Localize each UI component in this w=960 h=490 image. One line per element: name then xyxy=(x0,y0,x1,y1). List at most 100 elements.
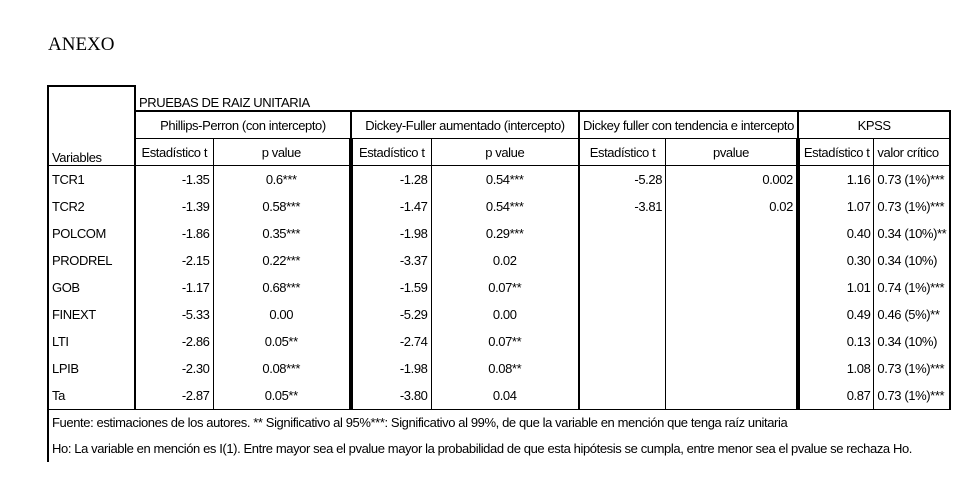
cell-df-pvalue: 0.00 xyxy=(430,301,579,328)
header-pp-pvalue: p value xyxy=(212,138,351,166)
cell-df-pvalue: 0.07** xyxy=(430,274,579,301)
cell-pp-stat: -1.39 xyxy=(181,199,210,214)
cell-df-pvalue: 0.54*** xyxy=(430,193,579,220)
cell-df-pvalue: 0.08** xyxy=(430,355,579,382)
cell-kpss-stat: 1.16 xyxy=(795,165,874,193)
cell-kpss-stat: 0.30 xyxy=(795,247,874,274)
cell-pp-stat: -2.15 xyxy=(181,253,210,268)
table-title: PRUEBAS DE RAIZ UNITARIA xyxy=(135,86,951,112)
cell-dft-stat xyxy=(578,328,666,355)
cell-dft-stat xyxy=(578,274,666,301)
cell-pp-pvalue: 0.22*** xyxy=(212,247,351,274)
cell-dft-pvalue xyxy=(665,301,798,328)
cell-pp-pvalue: 0.08*** xyxy=(212,355,351,382)
cell-df-stat: -1.59 xyxy=(349,274,431,301)
cell-pp-pvalue: 0.35*** xyxy=(212,220,351,247)
group-dickey-fuller: Dickey-Fuller aumentado (intercepto) xyxy=(350,111,579,139)
cell-kpss-stat: 1.07 xyxy=(795,193,874,220)
cell-df-pvalue: 0.02 xyxy=(430,247,579,274)
cell-dft-stat xyxy=(578,301,666,328)
cell-dft-pvalue xyxy=(665,355,798,382)
cell-variable: Ta xyxy=(47,382,136,410)
cell-df-stat: -3.37 xyxy=(349,247,431,274)
group-dickey-fuller-trend: Dickey fuller con tendencia e intercepto xyxy=(578,111,798,139)
cell-df-pvalue: 0.04 xyxy=(430,382,579,410)
cell-kpss-stat: 0.49 xyxy=(795,301,874,328)
cell-variable: TCR2 xyxy=(47,193,136,220)
cell-dft-pvalue xyxy=(665,247,798,274)
cell-kpss-critical: 0.34 (10%) xyxy=(873,328,952,355)
table-row: GOB -1.17 0.68*** -1.59 0.07** 1.01 0.74 (1%)*… xyxy=(47,274,952,301)
unit-root-tests-table: Variables PRUEBAS DE RAIZ UNITARIA Phill… xyxy=(47,85,952,410)
table-row: PRODREL -2.15 0.22*** -3.37 0.02 0.30 0.34 (10… xyxy=(47,247,952,274)
cell-kpss-stat: 0.13 xyxy=(795,328,874,355)
header-df-pvalue: p value xyxy=(430,138,579,166)
cell-pp-stat: -5.33 xyxy=(181,307,210,322)
table-row: TCR2 -1.39 0.58*** -1.47 0.54*** -3.81 0.02 1.0… xyxy=(47,193,952,220)
footnote-hypothesis: Ho: La variable en mención es I(1). Entr… xyxy=(47,436,912,462)
cell-pp-stat: -1.86 xyxy=(181,226,210,241)
cell-pp-pvalue: 0.68*** xyxy=(212,274,351,301)
cell-dft-pvalue xyxy=(665,382,798,410)
cell-dft-pvalue xyxy=(665,220,798,247)
cell-kpss-critical: 0.73 (1%)*** xyxy=(873,165,952,193)
cell-kpss-critical: 0.46 (5%)** xyxy=(873,301,952,328)
cell-kpss-stat: 0.40 xyxy=(795,220,874,247)
group-phillips-perron: Phillips-Perron (con intercepto) xyxy=(135,111,351,139)
header-df-stat: Estadístico t xyxy=(349,138,431,166)
cell-dft-pvalue xyxy=(665,328,798,355)
annex-heading: ANEXO xyxy=(48,34,115,55)
cell-dft-stat xyxy=(578,355,666,382)
header-variables: Variables xyxy=(47,85,136,166)
cell-df-pvalue: 0.54*** xyxy=(430,165,579,193)
cell-dft-stat: -3.81 xyxy=(578,193,666,220)
cell-dft-stat xyxy=(578,382,666,410)
cell-dft-pvalue xyxy=(665,274,798,301)
cell-kpss-critical: 0.74 (1%)*** xyxy=(873,274,952,301)
cell-df-pvalue: 0.29*** xyxy=(430,220,579,247)
cell-dft-stat: -5.28 xyxy=(578,165,666,193)
table-row: TCR1 -1.35 0.6*** -1.28 0.54*** -5.28 0.002 1.1… xyxy=(47,165,952,193)
header-kpss-critical: valor crítico xyxy=(873,138,952,166)
cell-pp-pvalue: 0.00 xyxy=(212,301,351,328)
cell-pp-stat: -1.17 xyxy=(181,280,210,295)
cell-kpss-critical: 0.73 (1%)*** xyxy=(873,382,952,410)
cell-df-pvalue: 0.07** xyxy=(430,328,579,355)
cell-df-stat: -3.80 xyxy=(349,382,431,410)
cell-dft-pvalue: 0.002 xyxy=(665,165,798,193)
header-dft-stat: Estadístico t xyxy=(578,138,666,166)
cell-variable: LPIB xyxy=(47,355,136,382)
footnote-source: Fuente: estimaciones de los autores. ** … xyxy=(47,410,788,436)
group-kpss: KPSS xyxy=(796,110,952,139)
cell-kpss-stat: 0.87 xyxy=(795,382,874,410)
cell-kpss-critical: 0.34 (10%) xyxy=(873,247,952,274)
header-kpss-stat: Estadístico t xyxy=(795,138,874,166)
cell-pp-pvalue: 0.58*** xyxy=(212,193,351,220)
cell-pp-pvalue: 0.05** xyxy=(212,328,351,355)
cell-dft-stat xyxy=(578,220,666,247)
cell-df-stat: -5.29 xyxy=(349,301,431,328)
cell-kpss-stat: 1.08 xyxy=(795,355,874,382)
cell-pp-stat: -2.30 xyxy=(181,361,210,376)
cell-kpss-critical: 0.34 (10%)** xyxy=(873,220,952,247)
cell-pp-pvalue: 0.6*** xyxy=(212,165,351,193)
cell-kpss-critical: 0.73 (1%)*** xyxy=(873,355,952,382)
header-dft-pvalue: pvalue xyxy=(665,138,798,166)
cell-pp-pvalue: 0.05** xyxy=(212,382,351,410)
cell-pp-stat: -1.35 xyxy=(181,172,210,187)
cell-dft-stat xyxy=(578,247,666,274)
cell-pp-stat: -2.86 xyxy=(181,334,210,349)
cell-dft-pvalue: 0.02 xyxy=(665,193,798,220)
table-row: LPIB -2.30 0.08*** -1.98 0.08** 1.08 0.73 (1%)… xyxy=(47,355,952,382)
cell-df-stat: -1.98 xyxy=(349,220,431,247)
cell-kpss-critical: 0.73 (1%)*** xyxy=(873,193,952,220)
table-row: FINEXT -5.33 0.00 -5.29 0.00 0.49 0.46 (5%)** xyxy=(47,301,952,328)
cell-pp-stat: -2.87 xyxy=(135,382,213,410)
cell-df-stat: -1.47 xyxy=(349,193,431,220)
table-row: Ta -2.87 0.05** -3.80 0.04 0.87 0.73 (1%)*** xyxy=(47,382,952,410)
cell-df-stat: -1.98 xyxy=(349,355,431,382)
cell-variable: LTI xyxy=(47,328,136,355)
cell-df-stat: -1.28 xyxy=(349,165,431,193)
header-pp-stat: Estadístico t xyxy=(135,138,213,166)
cell-kpss-stat: 1.01 xyxy=(795,274,874,301)
